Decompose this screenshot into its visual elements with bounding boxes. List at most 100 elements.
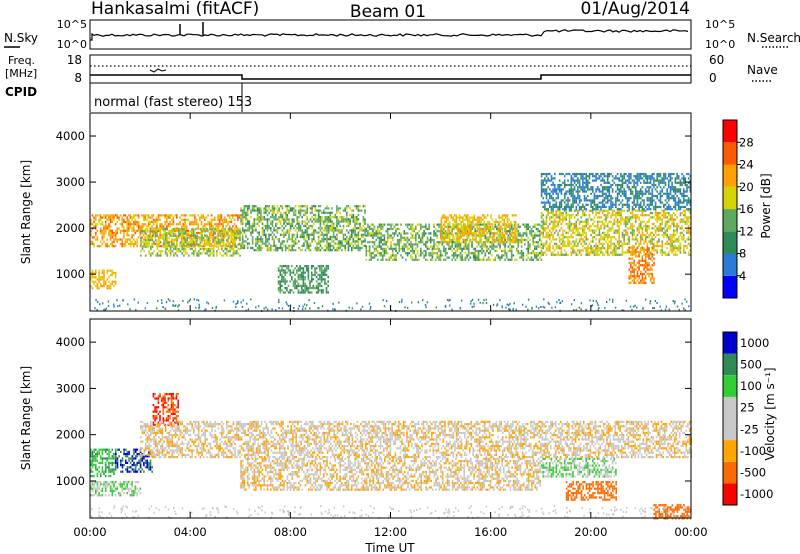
power-cell [485, 229, 487, 232]
power-cell [668, 220, 670, 223]
power-cell [659, 211, 662, 215]
power-cell [284, 273, 286, 276]
power-cell [639, 209, 642, 212]
power-cell [552, 197, 554, 200]
power-cell [554, 222, 556, 226]
power-cell [276, 227, 279, 230]
power-cell [542, 247, 544, 250]
power-cell [618, 220, 620, 223]
power-cell [651, 211, 654, 215]
power-cell [281, 284, 283, 287]
power-cell [294, 211, 297, 214]
power-cell [228, 236, 231, 239]
power-cell [425, 249, 427, 253]
power-cell [152, 242, 155, 246]
power-cell [291, 224, 294, 228]
power-cell [628, 209, 630, 212]
power-cell [572, 190, 574, 193]
power-cell [263, 218, 265, 221]
power-cell [644, 233, 647, 237]
power-cell [646, 244, 649, 248]
power-cell [136, 245, 138, 248]
power-cell [166, 218, 168, 221]
power-cell [415, 254, 417, 257]
power-cell [309, 218, 312, 221]
power-cell [241, 235, 244, 239]
power-cell [220, 214, 223, 217]
power-cell [565, 214, 568, 217]
power-cell [337, 246, 340, 250]
power-cell [613, 209, 616, 212]
power-cell [498, 240, 500, 243]
power-cell [276, 246, 279, 250]
power-cell [577, 253, 579, 256]
power-cell [515, 249, 518, 253]
power-cell [322, 211, 325, 214]
power-cell [293, 240, 295, 243]
power-cell [159, 223, 161, 226]
power-cell [96, 229, 99, 232]
power-cell [577, 233, 579, 237]
power-cell [227, 214, 229, 217]
power-cell [308, 244, 310, 247]
power-cell [157, 214, 160, 217]
power-cell [329, 218, 332, 221]
power-cell [276, 222, 279, 225]
power-cell [336, 249, 338, 252]
power-cell [129, 220, 132, 224]
power-cell [223, 231, 226, 235]
power-cell [682, 247, 685, 250]
power-cell [565, 209, 568, 212]
power-cell [616, 211, 619, 215]
power-cell [570, 253, 573, 256]
power-cell [623, 209, 625, 212]
power-cell [270, 229, 272, 232]
power-cell [301, 233, 303, 236]
power-cell [174, 239, 177, 242]
power-cell [416, 223, 419, 226]
power-cell [128, 218, 130, 221]
power-cell [457, 227, 459, 230]
power-cell [442, 216, 444, 219]
power-cell [233, 218, 236, 221]
power-cell [291, 271, 293, 274]
power-cell [486, 227, 489, 230]
power-cell [136, 238, 138, 241]
power-cell [209, 220, 211, 224]
power-cell [457, 229, 459, 232]
power-cell [174, 228, 177, 231]
power-cell [304, 265, 306, 268]
power-cell [689, 249, 692, 252]
power-cell [448, 247, 450, 250]
power-cell [416, 258, 419, 261]
power-cell [408, 223, 410, 226]
power-cell [413, 243, 415, 246]
power-cell [439, 234, 442, 237]
power-cell [687, 225, 690, 228]
power-cell [302, 291, 305, 294]
power-cell [472, 247, 475, 250]
power-cell [631, 238, 634, 241]
power-cell [585, 238, 587, 241]
power-cell [96, 282, 99, 285]
power-cell [260, 211, 262, 214]
power-cell [448, 220, 451, 224]
power-cell [227, 234, 229, 237]
power-cell [573, 179, 576, 182]
noise-search-label: N.Search [747, 31, 800, 45]
power-cell [193, 250, 195, 253]
power-cell [517, 234, 520, 237]
power-cell [562, 188, 564, 191]
power-cell [481, 247, 483, 250]
power-cell [234, 243, 236, 246]
power-cell [286, 216, 289, 219]
power-cell [268, 205, 270, 208]
power-cell [465, 214, 467, 217]
power-cell [615, 238, 617, 241]
power-cell [421, 234, 424, 237]
power-cell [554, 214, 556, 217]
power-cell [666, 253, 668, 256]
power-cell [265, 224, 267, 228]
power-cell [635, 218, 637, 221]
power-cell [109, 229, 112, 232]
